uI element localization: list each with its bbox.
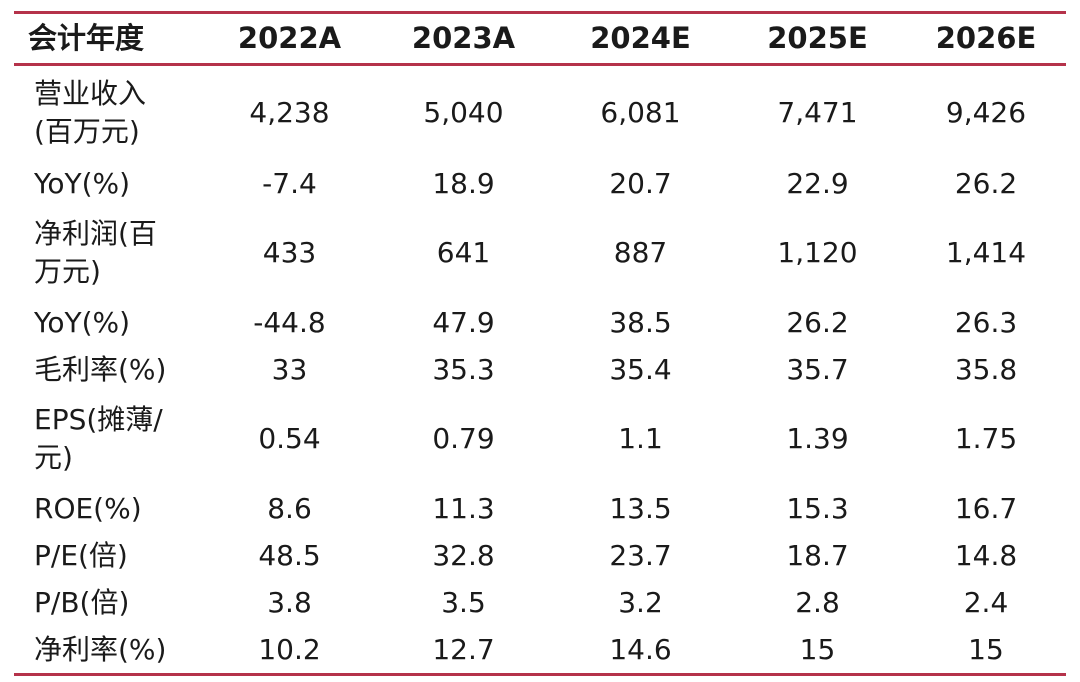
table-body: 营业收入 (百万元) 4,238 5,040 6,081 7,471 9,426… [14, 65, 1066, 675]
table-cell: 26.2 [786, 305, 849, 339]
header-year-2025e: 2025E [767, 21, 868, 55]
table-row: 营业收入 (百万元) 4,238 5,040 6,081 7,471 9,426 [14, 65, 1066, 161]
table-cell: 15 [799, 632, 836, 666]
table-cell: 15.3 [786, 491, 849, 525]
row-label-line: 元) [34, 441, 73, 474]
table-cell: 887 [613, 236, 668, 269]
header-row: 会计年度 2022A 2023A 2024E 2025E 2026E [14, 12, 1066, 65]
table-row: 毛利率(%) 33 35.3 35.4 35.7 35.8 [14, 346, 1066, 393]
table-cell: 11.3 [432, 491, 495, 525]
table-cell: 6,081 [600, 96, 681, 129]
header-label: 会计年度 [28, 21, 145, 55]
row-label-line: (百万元) [34, 115, 140, 148]
table-cell: 16.7 [954, 491, 1018, 525]
row-label: 净利率(%) [34, 632, 167, 666]
table-cell: 5,040 [423, 96, 504, 129]
header-year-2026e: 2026E [935, 21, 1037, 55]
table-cell: 1.39 [786, 422, 849, 455]
row-label-line: EPS(摊薄/ [34, 403, 163, 436]
table-cell: 35.7 [786, 352, 849, 386]
row-label: P/E(倍) [34, 538, 128, 572]
table-row: P/B(倍) 3.8 3.5 3.2 2.8 2.4 [14, 579, 1066, 626]
table-cell: 8.6 [267, 491, 312, 525]
table-cell: 1.75 [954, 422, 1018, 455]
table-row: ROE(%) 8.6 11.3 13.5 15.3 16.7 [14, 485, 1066, 532]
row-label: YoY(%) [34, 166, 131, 200]
financial-forecast-table: 会计年度 2022A 2023A 2024E 2025E 2026E 营业收入 … [14, 11, 1066, 676]
table-cell: 35.8 [954, 352, 1018, 386]
table-cell: 20.7 [609, 166, 672, 200]
table-cell: 3.5 [441, 585, 486, 619]
row-label: 营业收入 (百万元) [14, 65, 204, 161]
table-cell: 433 [262, 236, 317, 269]
row-label: 毛利率(%) [34, 352, 167, 386]
table-cell: 7,471 [777, 96, 858, 129]
table-row: 净利率(%) 10.2 12.7 14.6 15 15 [14, 626, 1066, 675]
table-cell: 35.3 [432, 352, 495, 386]
table-cell: 22.9 [786, 166, 849, 200]
table-cell: 18.7 [786, 538, 849, 572]
table-cell: 3.8 [267, 585, 312, 619]
table-cell: 13.5 [609, 491, 672, 525]
table-cell: 26.2 [954, 166, 1018, 200]
table-row: EPS(摊薄/ 元) 0.54 0.79 1.1 1.39 1.75 [14, 393, 1066, 485]
row-label: EPS(摊薄/ 元) [14, 393, 204, 485]
table-row: YoY(%) -7.4 18.9 20.7 22.9 26.2 [14, 160, 1066, 207]
table-cell: 35.4 [609, 352, 672, 386]
table-cell: 2.4 [963, 585, 1009, 619]
table-cell: 48.5 [258, 538, 321, 572]
table-cell: 18.9 [432, 166, 495, 200]
header-year-2023a: 2023A [411, 21, 516, 55]
table-cell: 14.8 [954, 538, 1018, 572]
table-cell: 47.9 [432, 305, 495, 339]
table-cell: 12.7 [432, 632, 495, 666]
header-year-2022a: 2022A [237, 21, 342, 55]
table-cell: 23.7 [609, 538, 672, 572]
table-cell: 2.8 [795, 585, 840, 619]
table-cell: 26.3 [954, 305, 1018, 339]
financial-forecast-table-container: 会计年度 2022A 2023A 2024E 2025E 2026E 营业收入 … [14, 11, 1066, 676]
table-cell: 14.6 [609, 632, 672, 666]
row-label: 净利润(百 万元) [14, 207, 204, 299]
table-cell: 10.2 [258, 632, 321, 666]
table-cell: 1.1 [618, 422, 663, 455]
table-cell: 32.8 [432, 538, 495, 572]
table-row: 净利润(百 万元) 433 641 887 1,120 1,414 [14, 207, 1066, 299]
table-cell: 0.79 [432, 422, 495, 455]
table-cell: -44.8 [253, 305, 326, 339]
table-cell: 9,426 [945, 96, 1027, 129]
table-cell: 1,120 [777, 236, 858, 269]
table-cell: 33 [271, 352, 308, 386]
table-cell: -7.4 [262, 166, 317, 200]
row-label-line: 营业收入 [34, 77, 147, 110]
row-label: YoY(%) [34, 305, 131, 339]
table-cell: 1,414 [945, 236, 1027, 269]
row-label: P/B(倍) [34, 585, 130, 619]
table-cell: 4,238 [249, 96, 330, 129]
table-row: P/E(倍) 48.5 32.8 23.7 18.7 14.8 [14, 532, 1066, 579]
table-cell: 15 [968, 632, 1004, 666]
row-label: ROE(%) [34, 491, 142, 525]
table-header: 会计年度 2022A 2023A 2024E 2025E 2026E [14, 12, 1066, 65]
table-row: YoY(%) -44.8 47.9 38.5 26.2 26.3 [14, 299, 1066, 346]
table-cell: 0.54 [258, 422, 321, 455]
header-year-2024e: 2024E [590, 21, 691, 55]
row-label-line: 万元) [34, 255, 101, 288]
row-label-line: 净利润(百 [34, 217, 157, 250]
table-cell: 38.5 [609, 305, 672, 339]
table-cell: 3.2 [618, 585, 663, 619]
table-cell: 641 [436, 236, 491, 269]
